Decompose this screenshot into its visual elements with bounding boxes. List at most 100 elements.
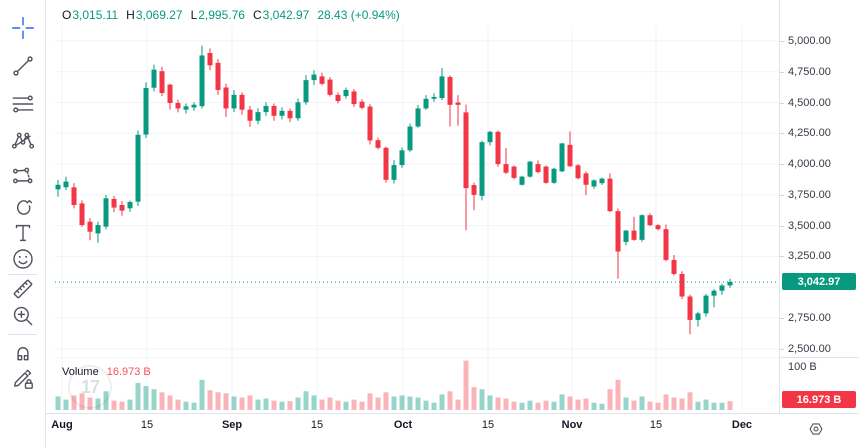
toolbar-button-magnet[interactable] — [7, 335, 39, 367]
horizontal-lines-icon — [12, 95, 34, 113]
volume-bar — [559, 394, 565, 410]
low-value: 2,995.76 — [198, 8, 245, 22]
close-value: 3,042.97 — [262, 8, 310, 22]
candle-body — [391, 165, 397, 180]
price-tick-mark — [780, 348, 784, 350]
volume-bar — [359, 401, 365, 410]
volume-bar — [583, 398, 589, 410]
candle-body — [287, 110, 293, 119]
candle-body — [383, 147, 389, 180]
toolbar-divider — [8, 274, 37, 275]
toolbar-button-forecast[interactable] — [7, 160, 39, 192]
volume-bar — [191, 402, 197, 410]
candle-body — [495, 131, 501, 165]
chart-area[interactable]: O3,015.11 H3,069.27 L2,995.76 C3,042.97 28.4… — [46, 0, 779, 413]
candle-body — [295, 102, 301, 119]
toolbar-button-text[interactable] — [7, 217, 39, 249]
candle-body — [631, 230, 637, 240]
toolbar-divider — [8, 334, 37, 335]
candle-body — [423, 98, 429, 109]
volume-bar — [63, 399, 69, 410]
left-toolbar — [0, 0, 46, 448]
toolbar-button-lock-drawings[interactable] — [7, 363, 39, 395]
price-axis[interactable]: 3,042.97 16.973 B 5,000.00 4,750.00 4,500.… — [779, 0, 859, 413]
candle-body — [199, 55, 205, 107]
volume-bar — [607, 389, 613, 410]
candle-body — [191, 104, 197, 108]
volume-bar — [711, 402, 717, 410]
candle-body — [127, 202, 133, 209]
candle-body — [591, 180, 597, 187]
toolbar-button-emoji[interactable] — [7, 243, 39, 275]
volume-bar — [231, 396, 237, 410]
forecast-icon — [12, 167, 33, 184]
volume-bar — [399, 395, 405, 410]
price-tick-label: 4,750.00 — [788, 65, 831, 78]
candle-body — [135, 134, 141, 202]
volume-bar — [143, 386, 149, 410]
volume-legend: Volume 16.973 B — [62, 366, 151, 378]
price-tick-label: 3,500.00 — [788, 219, 831, 232]
price-tick-label: 3,750.00 — [788, 188, 831, 201]
toolbar-button-crosshair[interactable] — [7, 12, 39, 44]
candle-body — [215, 62, 221, 90]
volume-bar — [447, 391, 453, 410]
candlestick-chart[interactable] — [46, 0, 779, 413]
candle-body — [351, 91, 357, 105]
candle-body — [63, 181, 69, 188]
volume-bar — [223, 393, 229, 410]
toolbar-button-horizontal-lines[interactable] — [7, 88, 39, 120]
price-tick-mark — [780, 102, 784, 104]
candle-body — [103, 198, 109, 227]
time-axis[interactable]: Aug 15 Sep 15 Oct 15 Nov 15 Dec — [46, 413, 859, 448]
candle-body — [95, 225, 101, 234]
time-tick-label-nov: Nov — [561, 419, 583, 431]
volume-bar — [287, 401, 293, 410]
candle-body — [487, 131, 493, 143]
volume-bar — [391, 396, 397, 410]
toolbar-button-trend-line[interactable] — [7, 50, 39, 82]
candle-body — [399, 150, 405, 166]
volume-bar — [383, 392, 389, 410]
volume-bar — [455, 399, 461, 410]
candle-body — [175, 103, 181, 109]
volume-bar — [655, 402, 661, 410]
candle-body — [583, 173, 589, 185]
volume-bar — [479, 389, 485, 410]
change-value: 28.43 (+0.94%) — [317, 8, 400, 22]
volume-bar — [135, 382, 141, 410]
emoji-icon — [13, 249, 33, 269]
candle-body — [367, 106, 373, 141]
toolbar-button-xabcd-pattern[interactable] — [7, 125, 39, 157]
toolbar-button-ruler[interactable] — [7, 273, 39, 305]
volume-bar — [319, 399, 325, 410]
candle-body — [615, 211, 621, 252]
volume-bar — [415, 397, 421, 410]
time-tick-label-15: 15 — [649, 419, 663, 431]
price-tick-label: 4,250.00 — [788, 127, 831, 140]
candle-body — [183, 106, 189, 110]
tradingview-watermark: 17 — [68, 365, 112, 409]
candle-body — [607, 178, 613, 212]
close-label: C — [252, 8, 262, 22]
toolbar-button-zoom-in[interactable] — [7, 300, 39, 332]
volume-bar — [183, 401, 189, 410]
volume-bar — [703, 399, 709, 410]
candle-body — [559, 143, 565, 172]
volume-bar — [439, 394, 445, 410]
candle-body — [327, 79, 333, 95]
price-tick-mark — [780, 71, 784, 73]
price-tick-mark — [780, 133, 784, 135]
volume-bar — [503, 398, 509, 410]
candle-body — [151, 69, 157, 88]
axis-settings-button[interactable] — [804, 417, 828, 441]
open-value: 3,015.11 — [72, 8, 119, 22]
toolbar-button-brush[interactable] — [7, 191, 39, 223]
volume-bar — [663, 394, 669, 410]
volume-bar — [631, 400, 637, 410]
price-tick-mark — [780, 318, 784, 320]
volume-bar — [727, 401, 733, 410]
ohlc-legend: O3,015.11 H3,069.27 L2,995.76 C3,042.97 28.4… — [62, 8, 408, 22]
candle-body — [255, 112, 261, 121]
